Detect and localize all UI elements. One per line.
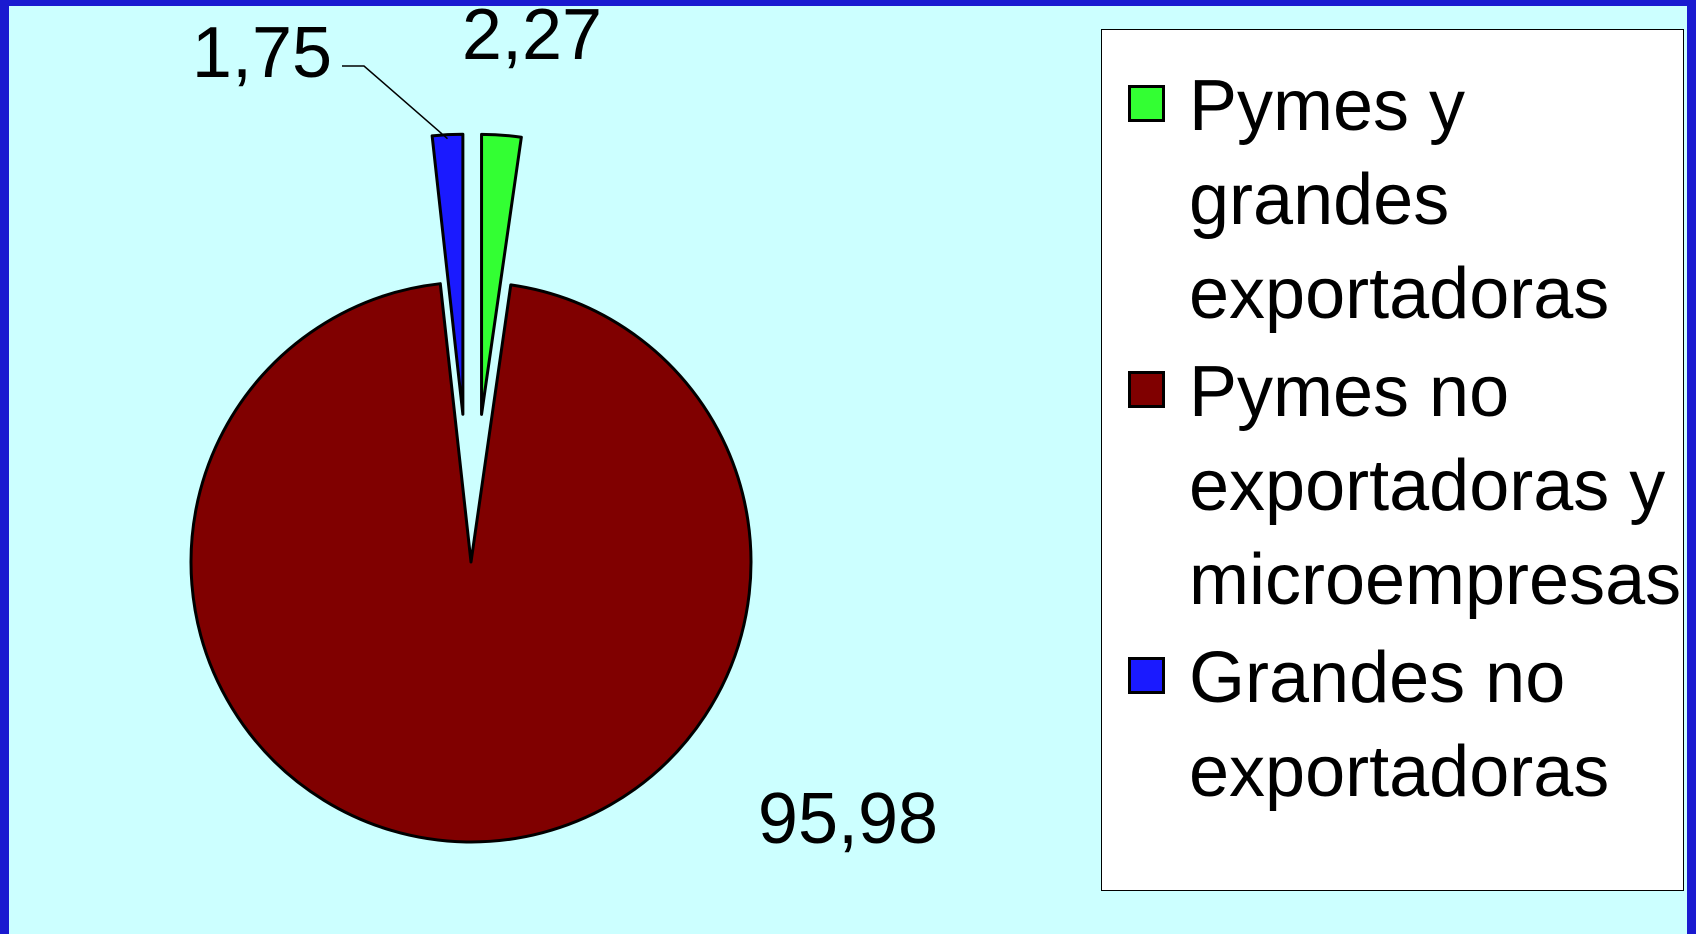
pie-slice — [430, 132, 465, 416]
legend-swatch — [1128, 371, 1165, 408]
pie-slice — [189, 282, 753, 844]
data-label: 2,27 — [462, 0, 602, 75]
legend-label: Grandes no exportadoras — [1189, 638, 1610, 812]
legend-item: Pymes y grandes exportadoras — [1128, 59, 1668, 341]
legend-item: Pymes no exportadoras y microempresas — [1128, 345, 1681, 627]
legend: Pymes y grandes exportadoras Pymes no exp… — [1101, 29, 1684, 891]
legend-swatch — [1128, 657, 1165, 694]
legend-label: Pymes y grandes exportadoras — [1189, 66, 1610, 334]
leader-line — [342, 65, 448, 140]
legend-item: Grandes no exportadoras — [1128, 631, 1668, 819]
legend-label: Pymes no exportadoras y microempresas — [1189, 352, 1682, 620]
legend-swatch — [1128, 85, 1165, 122]
pie-slice — [480, 132, 523, 416]
data-label: 1,75 — [192, 13, 332, 93]
data-label: 95,98 — [758, 779, 938, 859]
